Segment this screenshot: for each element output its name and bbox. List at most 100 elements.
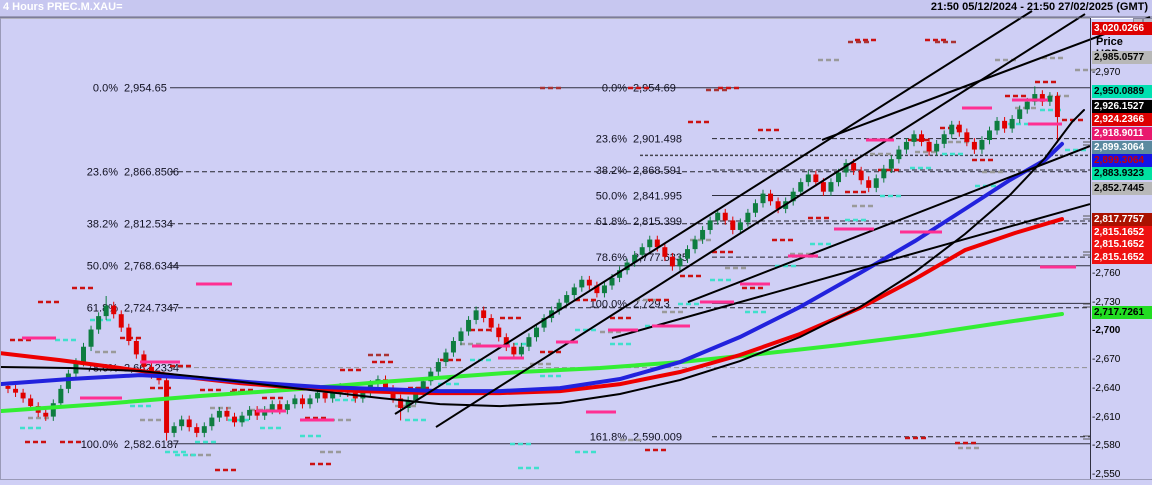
candle-body <box>775 201 781 209</box>
candle-body <box>43 412 49 417</box>
candle-body <box>556 302 562 311</box>
fib-pct-label: 100.0% <box>81 439 119 451</box>
candle-body <box>790 191 796 202</box>
candle-body <box>398 398 404 408</box>
candle-body <box>722 212 728 221</box>
date-range-label: 21:50 05/12/2024 - 21:50 27/02/2025 (GMT… <box>930 1 1148 13</box>
candle-body <box>987 130 992 140</box>
trend-support[interactable] <box>687 145 1091 303</box>
candle-body <box>662 247 668 257</box>
candle-body <box>911 134 917 142</box>
price-axis-tick: -2,670 <box>1092 354 1121 366</box>
fib-price-label: 2,768.6344 <box>124 261 179 273</box>
candle-body <box>1017 109 1023 119</box>
candle-body <box>707 220 713 230</box>
fib-pct-label: 100.0% <box>590 298 628 310</box>
candle-body <box>58 388 64 404</box>
fib-pct-label: 50.0% <box>596 191 627 203</box>
price-tag: 2,924.2366 <box>1092 113 1152 126</box>
trend-channel-low[interactable] <box>611 203 1091 339</box>
fib-pct-label: 78.6% <box>596 252 627 264</box>
candle-body <box>813 174 819 183</box>
candle-body <box>798 182 804 192</box>
candle-body <box>466 319 472 332</box>
candle-body <box>307 398 313 405</box>
candle-body <box>760 193 766 204</box>
candle-body <box>179 419 185 427</box>
candle-body <box>805 174 811 183</box>
candle-body <box>843 162 849 173</box>
candle-body <box>262 409 268 416</box>
candle-body <box>1054 95 1060 118</box>
fib-price-label: 2,901.498 <box>633 134 682 146</box>
candle-body <box>836 172 841 183</box>
price-tag: 2,883.9323 <box>1092 167 1152 180</box>
candle-body <box>224 410 230 417</box>
price-tag: 2,717.7261 <box>1092 306 1152 319</box>
candle-body <box>654 239 660 248</box>
candle-body <box>186 419 192 428</box>
candle-body <box>639 247 645 255</box>
instrument-title: 4 Hours PREC.M.XAU= <box>3 1 123 13</box>
candle-body <box>685 249 690 259</box>
candle-body <box>118 314 124 328</box>
axis-price-label: Price <box>1096 36 1123 48</box>
candle-body <box>269 404 275 410</box>
candle-body <box>919 134 925 142</box>
candle-body <box>526 337 532 347</box>
candle-body <box>873 178 879 188</box>
price-tag: 2,817.7757 <box>1092 213 1152 226</box>
candle-body <box>715 212 721 221</box>
candle-body <box>820 182 826 192</box>
candle-body <box>216 410 222 418</box>
price-axis-tick: -2,580 <box>1092 440 1121 452</box>
candle-body <box>941 134 947 144</box>
candle-body <box>383 379 388 389</box>
trend-resistance[interactable] <box>821 16 1151 141</box>
plot-frame-bottom <box>0 479 1152 480</box>
fib-pct-label: 38.2% <box>596 165 627 177</box>
fib-price-label: 2,868.591 <box>633 165 682 177</box>
candle-body <box>858 170 864 181</box>
price-tag: 3,020.0266 <box>1092 22 1152 35</box>
candle-body <box>564 295 570 303</box>
candle-body <box>1047 95 1053 102</box>
candle-body <box>994 120 1000 131</box>
candle-body <box>450 340 456 353</box>
price-axis-tick: -2,610 <box>1092 411 1121 423</box>
candle-body <box>315 392 321 399</box>
price-axis-tick: -2,550 <box>1092 468 1121 480</box>
price-tag: 2,985.0577 <box>1092 51 1152 64</box>
candle-body <box>647 239 653 248</box>
fib-price-label: 2,590.009 <box>633 432 682 444</box>
price-tag: 2,918.9011 <box>1092 127 1152 140</box>
fib-pct-label: 38.2% <box>87 219 118 231</box>
ma-black[interactable] <box>0 109 1085 408</box>
fib-price-label: 2,729.3 <box>633 298 670 310</box>
fib-price-label: 2,954.65 <box>124 83 167 95</box>
trend-steep-upper[interactable] <box>394 10 1033 415</box>
fib-pct-label: 61.8% <box>596 216 627 228</box>
candle-body <box>133 340 139 355</box>
candle-body <box>1032 94 1038 102</box>
candle-body <box>534 327 539 338</box>
candle-body <box>737 222 743 230</box>
candle-body <box>511 346 517 355</box>
candle-body <box>488 318 494 328</box>
candle-body <box>420 381 426 391</box>
price-axis-tick: -2,700 <box>1092 325 1121 337</box>
candle-body <box>541 318 547 328</box>
candle-body <box>518 346 524 355</box>
ma-green[interactable] <box>0 312 1064 414</box>
candle-body <box>851 162 857 171</box>
price-axis-tick: -2,760 <box>1092 267 1121 279</box>
candle-body <box>866 180 872 188</box>
fib-pct-label: 0.0% <box>602 83 627 95</box>
candle-body <box>881 168 887 179</box>
candle-body <box>194 427 200 433</box>
price-tag: 2,815.1652 <box>1092 226 1152 239</box>
candle-body <box>254 409 260 416</box>
candle-body <box>81 346 86 363</box>
